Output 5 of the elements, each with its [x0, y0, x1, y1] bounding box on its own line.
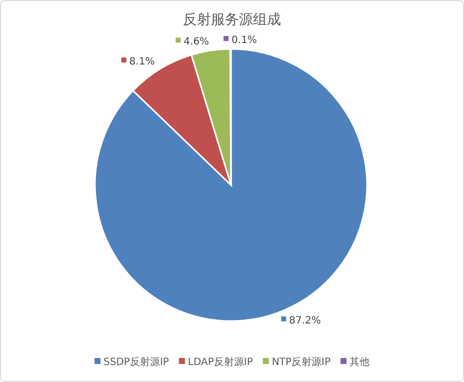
legend-label: LDAP反射源IP	[188, 356, 253, 368]
chart-title: 反射服务源组成	[183, 12, 281, 28]
legend-label: NTP反射源IP	[272, 356, 330, 368]
legend-label: SSDP反射源IP	[104, 356, 169, 368]
legend-label: 其他	[349, 356, 370, 368]
